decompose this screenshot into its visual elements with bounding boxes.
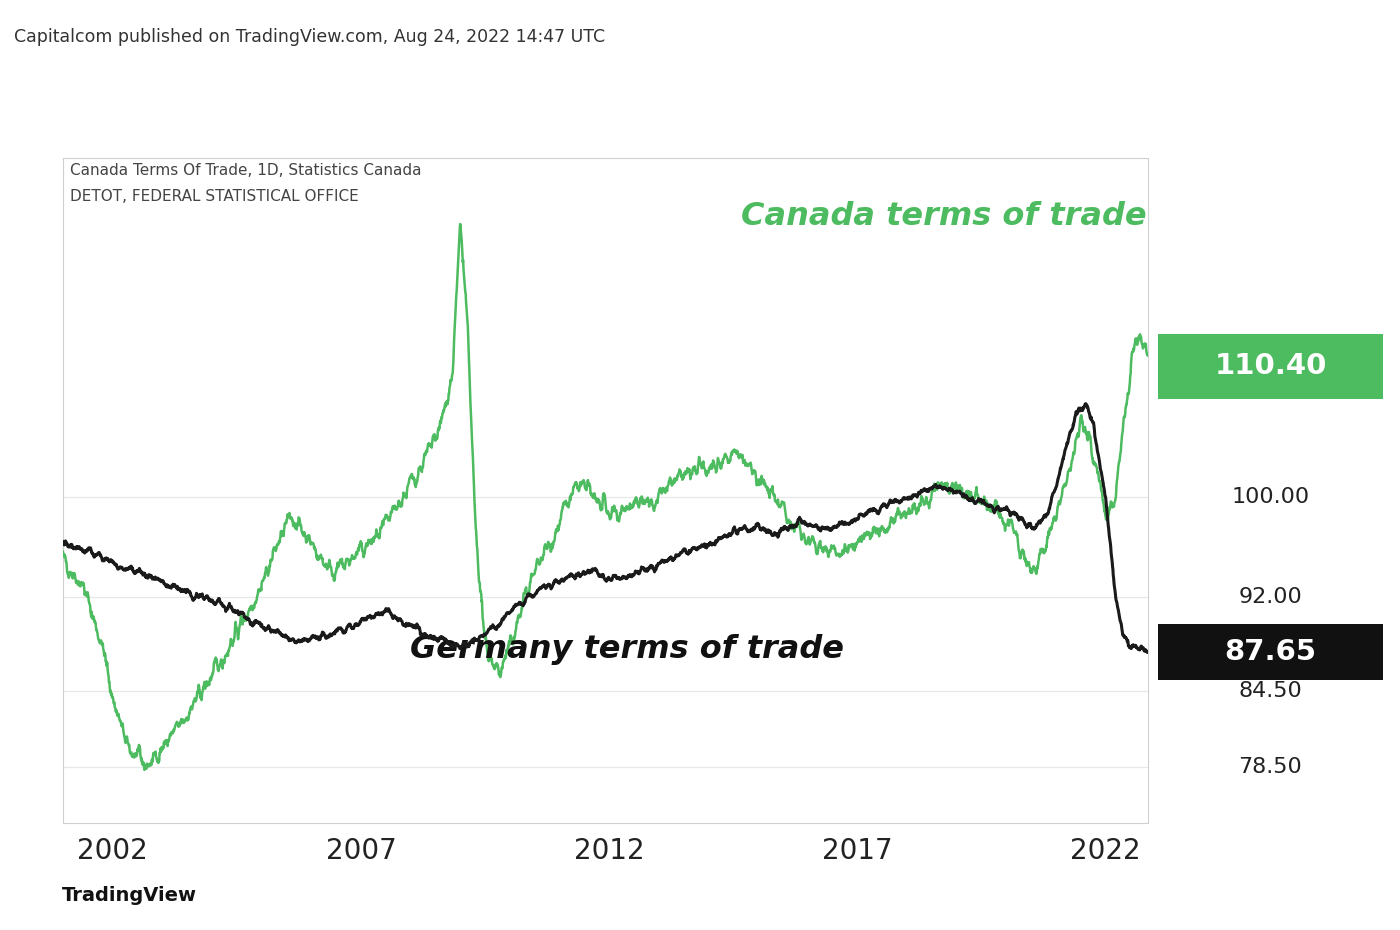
- Text: 78.50: 78.50: [1239, 757, 1302, 777]
- Text: 100.00: 100.00: [1232, 486, 1309, 507]
- Text: TradingView: TradingView: [62, 886, 196, 905]
- Text: Canada Terms Of Trade, 1D, Statistics Canada: Canada Terms Of Trade, 1D, Statistics Ca…: [70, 163, 421, 178]
- Text: Germany terms of trade: Germany terms of trade: [410, 633, 844, 665]
- Text: DETOT, FEDERAL STATISTICAL OFFICE: DETOT, FEDERAL STATISTICAL OFFICE: [70, 189, 358, 204]
- Text: Canada terms of trade: Canada terms of trade: [741, 201, 1147, 232]
- Text: 84.50: 84.50: [1239, 682, 1302, 701]
- FancyBboxPatch shape: [1158, 334, 1383, 399]
- Text: 110.40: 110.40: [1214, 352, 1327, 380]
- Text: Capitalcom published on TradingView.com, Aug 24, 2022 14:47 UTC: Capitalcom published on TradingView.com,…: [14, 28, 605, 46]
- Text: 87.65: 87.65: [1225, 638, 1316, 666]
- Text: tv: tv: [31, 891, 42, 900]
- Text: 92.00: 92.00: [1239, 587, 1302, 607]
- FancyBboxPatch shape: [1158, 623, 1383, 680]
